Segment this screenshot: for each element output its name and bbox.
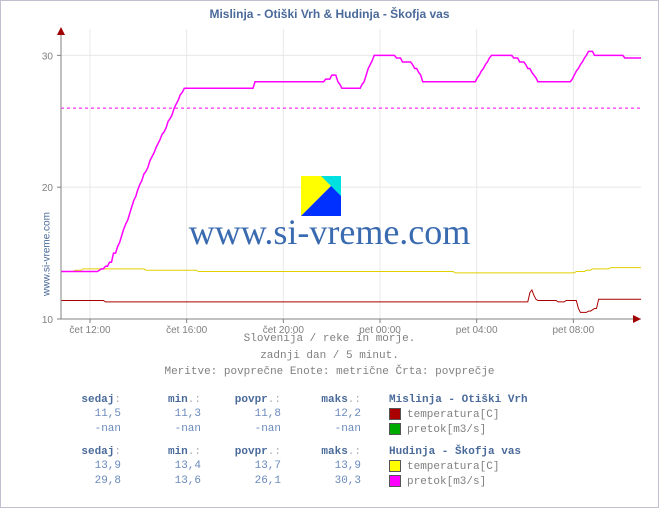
stat-value: -nan bbox=[41, 422, 121, 437]
stat-value: 13,6 bbox=[121, 474, 201, 489]
stats-block-2: sedaj: min.: povpr.: maks.: Hudinja - Šk… bbox=[41, 445, 609, 489]
stat-value: 13,9 bbox=[281, 459, 361, 474]
stat-value: 13,7 bbox=[201, 459, 281, 474]
legend-swatch bbox=[389, 460, 401, 472]
stat-value: 11,5 bbox=[41, 407, 121, 422]
caption-line1: Slovenija / reke in morje. bbox=[244, 333, 416, 345]
chart-container: www.si-vreme.com Mislinja - Otiški Vrh &… bbox=[0, 0, 659, 508]
svg-text:20: 20 bbox=[42, 183, 54, 194]
legend-swatch bbox=[389, 423, 401, 435]
legend-item: temperatura[C] bbox=[361, 459, 609, 474]
col-min: min bbox=[168, 394, 188, 406]
legend-item: pretok[m3/s] bbox=[361, 422, 609, 437]
caption-line3: Meritve: povprečne Enote: metrične Črta:… bbox=[164, 366, 494, 378]
col-sedaj: sedaj bbox=[81, 446, 114, 458]
y-axis-label: www.si-vreme.com bbox=[41, 212, 52, 296]
col-povpr: povpr bbox=[235, 446, 268, 458]
col-maks: maks bbox=[321, 394, 347, 406]
plot-area: 102030čet 12:00čet 16:00čet 20:00pet 00:… bbox=[61, 29, 641, 319]
col-sedaj: sedaj bbox=[81, 394, 114, 406]
series-title: Hudinja - Škofja vas bbox=[389, 446, 521, 458]
col-povpr: povpr bbox=[235, 394, 268, 406]
stat-value: 13,9 bbox=[41, 459, 121, 474]
stats-block-1: sedaj: min.: povpr.: maks.: Mislinja - O… bbox=[41, 393, 609, 437]
stat-value: 30,3 bbox=[281, 474, 361, 489]
stat-value: 12,2 bbox=[281, 407, 361, 422]
chart-title: Mislinja - Otiški Vrh & Hudinja - Škofja… bbox=[1, 7, 658, 21]
col-maks: maks bbox=[321, 446, 347, 458]
legend-swatch bbox=[389, 475, 401, 487]
watermark-logo bbox=[301, 176, 341, 216]
stat-value: -nan bbox=[201, 422, 281, 437]
chart-caption: Slovenija / reke in morje. zadnji dan / … bbox=[1, 331, 658, 381]
stat-value: 29,8 bbox=[41, 474, 121, 489]
stat-value: 13,4 bbox=[121, 459, 201, 474]
legend-swatch bbox=[389, 408, 401, 420]
stat-value: 11,8 bbox=[201, 407, 281, 422]
stat-value: 26,1 bbox=[201, 474, 281, 489]
stat-value: -nan bbox=[281, 422, 361, 437]
stat-value: -nan bbox=[121, 422, 201, 437]
legend-item: temperatura[C] bbox=[361, 407, 609, 422]
col-min: min bbox=[168, 446, 188, 458]
caption-line2: zadnji dan / 5 minut. bbox=[260, 350, 399, 362]
stat-value: 11,3 bbox=[121, 407, 201, 422]
svg-text:10: 10 bbox=[42, 315, 54, 326]
legend-item: pretok[m3/s] bbox=[361, 474, 609, 489]
svg-text:30: 30 bbox=[42, 51, 54, 62]
series-title: Mislinja - Otiški Vrh bbox=[389, 394, 528, 406]
